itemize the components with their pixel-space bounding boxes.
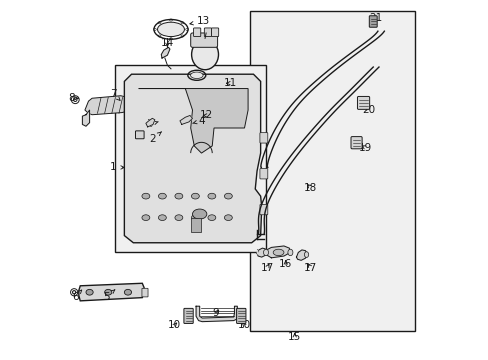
Ellipse shape [304,252,308,257]
Text: 4: 4 [192,116,204,126]
Ellipse shape [157,22,184,37]
Text: 21: 21 [368,13,381,23]
Text: 2: 2 [149,132,161,144]
Polygon shape [296,250,306,260]
Ellipse shape [207,193,215,199]
Ellipse shape [142,193,149,199]
Ellipse shape [273,249,284,256]
FancyBboxPatch shape [350,136,362,149]
Ellipse shape [158,193,166,199]
Text: 14: 14 [161,38,174,48]
Text: 15: 15 [287,332,301,342]
Text: 8: 8 [68,93,78,103]
Text: 1: 1 [110,162,124,172]
Ellipse shape [71,96,79,104]
FancyBboxPatch shape [190,33,217,47]
FancyBboxPatch shape [142,288,148,297]
Ellipse shape [190,72,203,78]
Ellipse shape [192,209,206,219]
FancyBboxPatch shape [260,168,267,179]
FancyBboxPatch shape [211,28,218,37]
Polygon shape [124,74,261,243]
Ellipse shape [104,289,112,295]
Ellipse shape [142,215,149,221]
Ellipse shape [287,249,292,256]
Ellipse shape [207,215,215,221]
FancyBboxPatch shape [204,28,211,37]
Text: 17: 17 [304,263,317,273]
Ellipse shape [191,39,218,70]
FancyBboxPatch shape [190,218,201,232]
Ellipse shape [224,215,232,221]
Ellipse shape [175,215,183,221]
Text: 12: 12 [200,111,213,121]
FancyBboxPatch shape [135,131,144,139]
Text: 20: 20 [362,105,375,115]
Text: 17: 17 [260,263,273,273]
Polygon shape [180,116,192,125]
Polygon shape [196,306,237,321]
Ellipse shape [224,193,232,199]
Polygon shape [145,118,155,127]
Text: 18: 18 [304,183,317,193]
Ellipse shape [175,193,183,199]
Text: 11: 11 [223,78,236,88]
Text: 3: 3 [146,120,158,129]
Bar [115,65,265,252]
Ellipse shape [158,215,166,221]
Polygon shape [257,248,266,257]
Ellipse shape [86,289,93,295]
Ellipse shape [191,215,199,221]
Text: 5: 5 [103,290,115,302]
Text: 16: 16 [279,259,292,269]
Ellipse shape [124,289,131,295]
FancyBboxPatch shape [368,16,376,27]
Ellipse shape [154,19,187,39]
Text: 10: 10 [168,320,181,330]
Polygon shape [85,96,131,115]
Text: 6: 6 [72,290,81,302]
FancyBboxPatch shape [260,204,267,215]
Text: 10: 10 [238,320,250,330]
FancyBboxPatch shape [183,309,193,323]
Ellipse shape [263,249,268,256]
Text: 19: 19 [358,143,371,153]
Bar [249,12,414,330]
FancyBboxPatch shape [260,133,267,143]
Polygon shape [256,249,257,253]
Polygon shape [139,89,247,153]
Text: 7: 7 [110,89,120,100]
Polygon shape [161,47,169,58]
FancyBboxPatch shape [357,96,369,109]
Polygon shape [79,283,144,301]
Ellipse shape [191,193,199,199]
Ellipse shape [70,289,78,296]
Polygon shape [82,110,89,126]
Text: 9: 9 [212,309,219,318]
Text: 13: 13 [189,17,209,27]
FancyBboxPatch shape [236,309,245,323]
Polygon shape [265,246,290,258]
FancyBboxPatch shape [193,28,201,37]
